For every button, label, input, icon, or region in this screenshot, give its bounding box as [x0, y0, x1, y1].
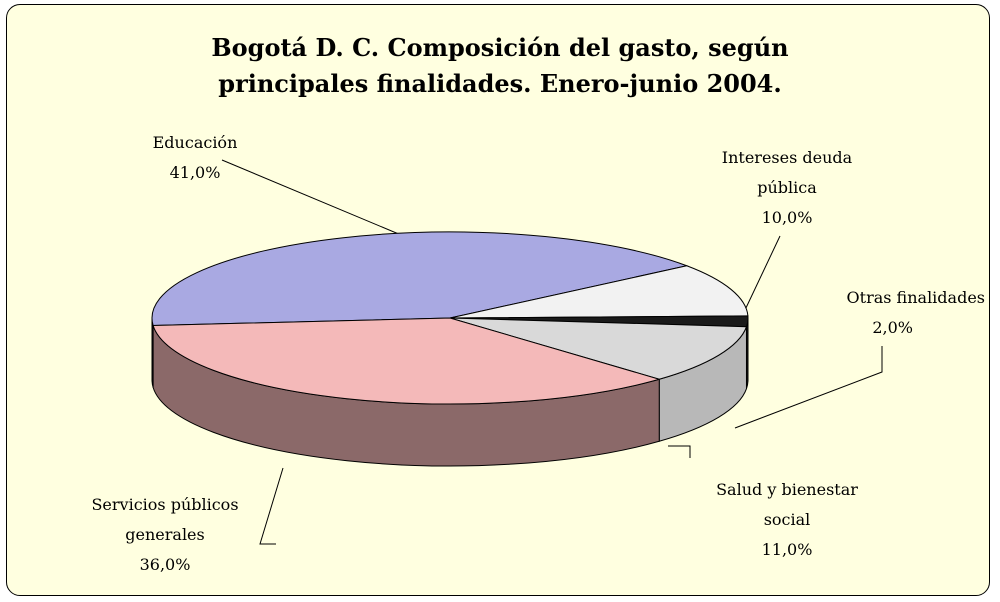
- leader-line: [221, 159, 414, 241]
- value-label: 41,0%: [169, 163, 221, 182]
- value-label: 10,0%: [761, 208, 813, 227]
- pie-slice: [449, 265, 749, 319]
- leader-line: [734, 346, 883, 429]
- value-label: 2,0%: [872, 318, 913, 337]
- category-label: Servicios públicos generales: [91, 495, 239, 544]
- value-label: 36,0%: [139, 555, 191, 574]
- pie-tops: [151, 231, 749, 405]
- category-label: Educación: [152, 133, 238, 152]
- leader-lines: [221, 159, 883, 545]
- leader-line: [259, 467, 284, 545]
- category-label: Otras finalidades: [846, 288, 985, 307]
- slice-label: Salud y bienestar social 11,0%: [692, 475, 882, 565]
- category-label: Salud y bienestar social: [716, 480, 858, 529]
- leader-line: [744, 235, 781, 311]
- pie-slice: [152, 317, 662, 405]
- leader-line: [668, 445, 691, 458]
- pie-slice: [449, 317, 748, 380]
- value-label: 11,0%: [761, 540, 813, 559]
- category-label: Intereses deuda pública: [721, 148, 853, 197]
- chart-title: Bogotá D. C. Composición del gasto, segú…: [211, 33, 789, 98]
- pie-slice: [151, 231, 689, 327]
- slice-label: Otras finalidades 2,0%: [785, 283, 985, 343]
- slice-label: Intereses deuda pública 10,0%: [702, 143, 872, 233]
- slice-label: Educación 41,0%: [130, 128, 260, 188]
- slice-label: Servicios públicos generales 36,0%: [65, 490, 265, 580]
